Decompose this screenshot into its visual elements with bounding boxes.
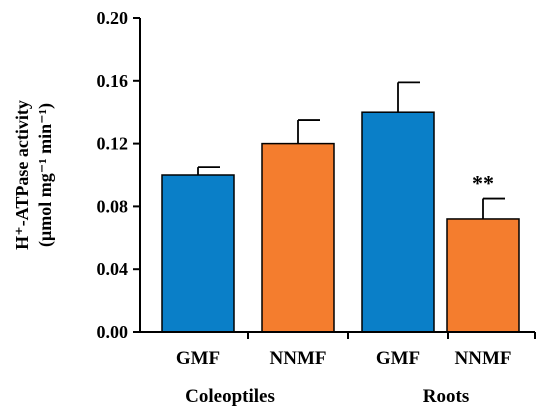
significance-marker: ** [472,171,494,196]
x-tick-label: NNMF [270,348,327,369]
x-tick-label: GMF [376,348,420,369]
y-tick-label: 0.20 [97,8,129,28]
group-label-coleoptiles: Coleoptiles [185,386,275,407]
y-axis-label-line1: H⁺-ATPase activity [12,100,32,250]
y-tick-label: 0.00 [97,322,129,342]
y-tick-label: 0.04 [97,259,129,279]
bar-coleoptiles-gmf [161,174,235,333]
x-tick-label: NNMF [455,348,512,369]
x-tick-label: GMF [176,348,220,369]
bar-roots-nnmf [446,218,520,333]
y-axis-label: H⁺-ATPase activity (μmol mg⁻¹ min⁻¹) [12,100,56,250]
y-tick-label: 0.12 [97,134,129,154]
bar-coleoptiles-nnmf [261,142,335,333]
y-axis-label-line2: (μmol mg⁻¹ min⁻¹) [35,103,56,247]
bar-roots-gmf [361,111,435,333]
group-label-roots: Roots [423,386,469,407]
y-tick-label: 0.16 [97,71,129,91]
axes-layer [133,17,536,339]
y-tick-label: 0.08 [97,196,129,216]
bars-layer [161,81,520,333]
labels-layer: GMF NNMF GMF ** NNMF 0.00 0.04 0.08 0.12 0.16 0.20… [97,8,512,407]
